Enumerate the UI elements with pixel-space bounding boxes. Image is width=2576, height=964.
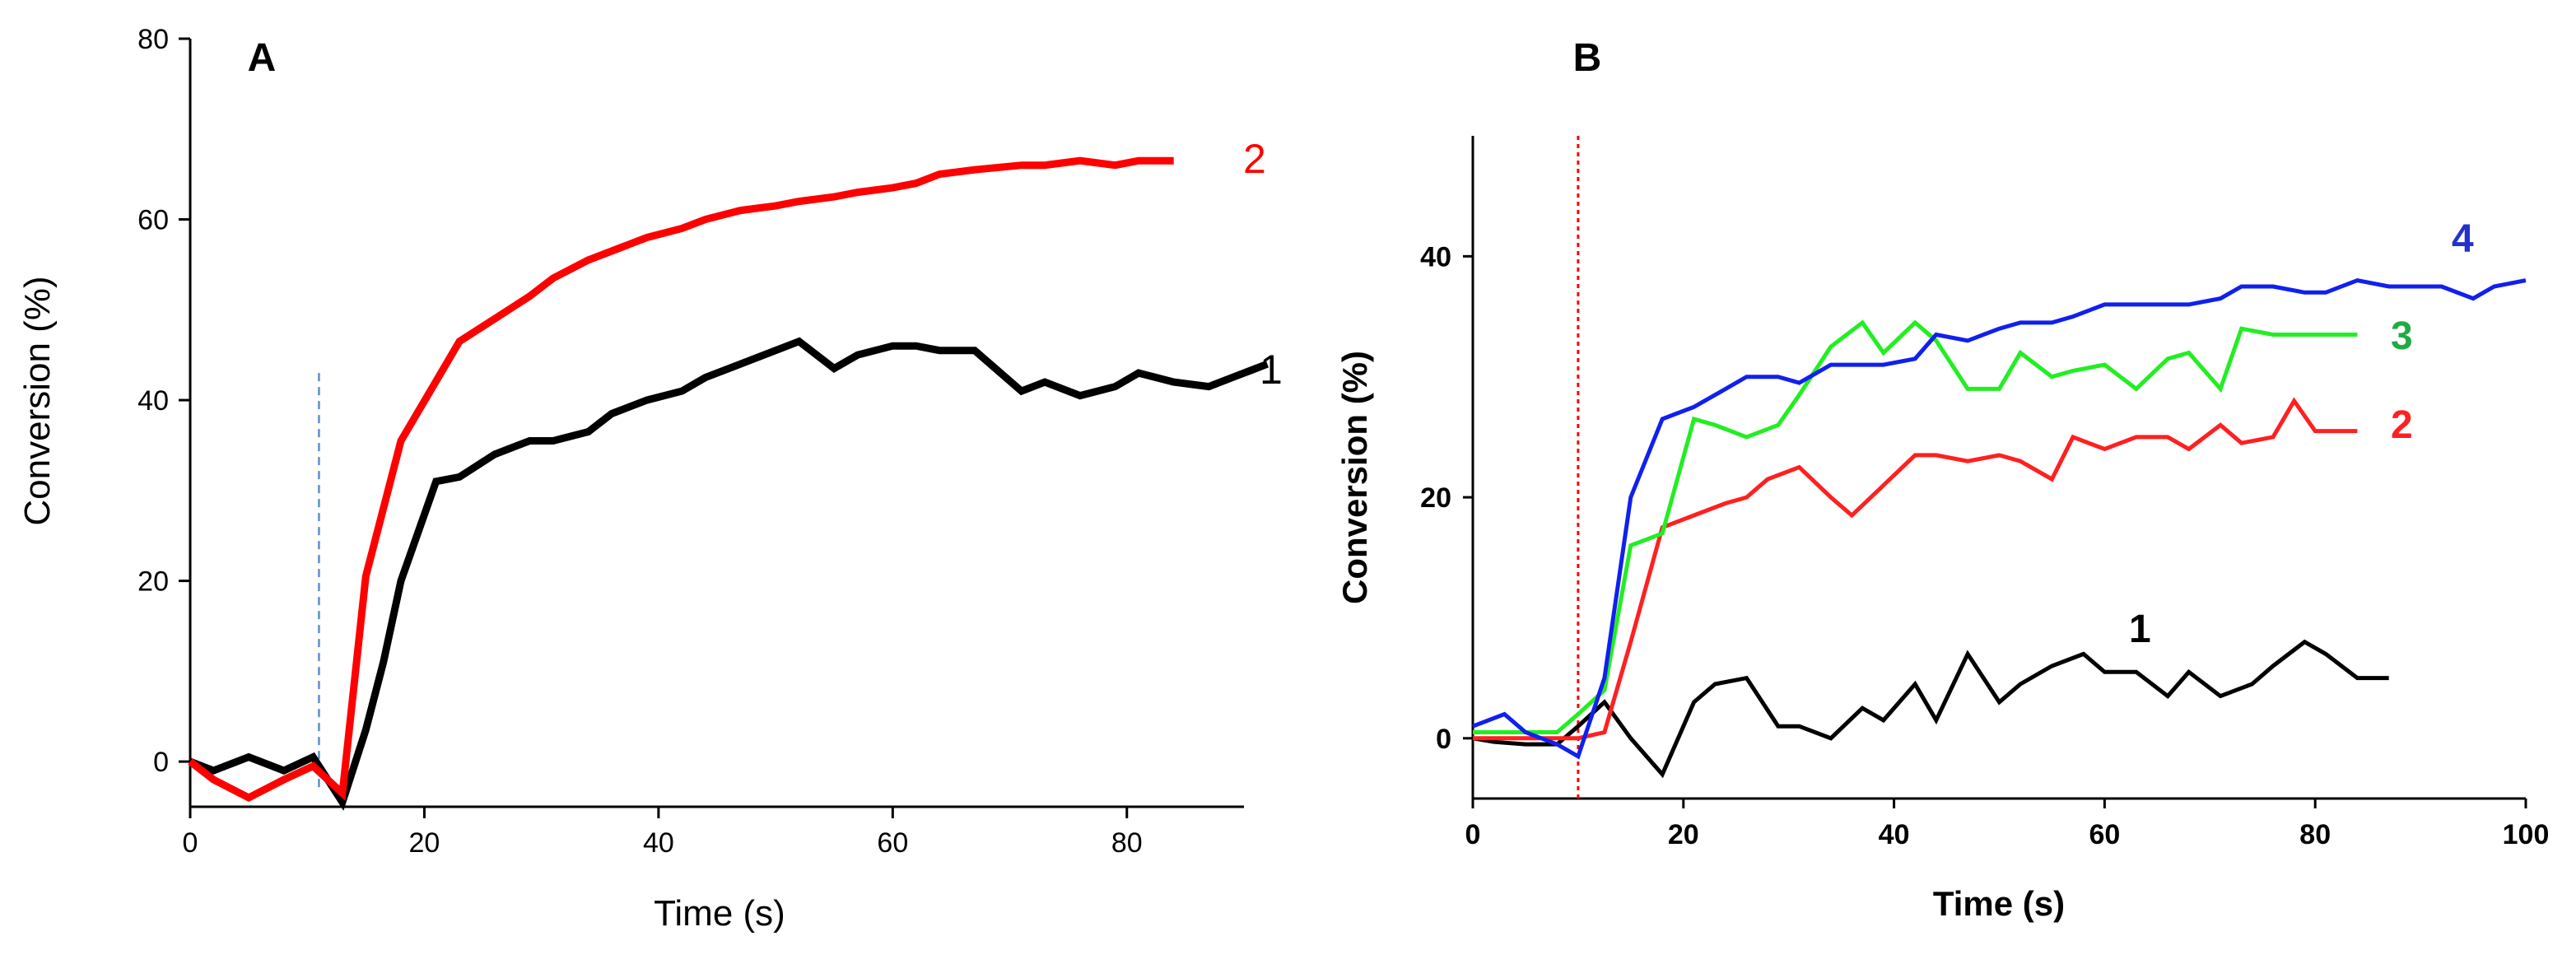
y-axis-title: Conversion (%) <box>1335 351 1374 604</box>
x-tick-label: 20 <box>1668 819 1699 850</box>
y-tick-label: 40 <box>1420 241 1451 272</box>
panel-B: 0 20 40 60 80 100 0 20 40 Time (s) Conversion (%) B… <box>1335 36 2549 923</box>
series-3-label: 3 <box>2391 314 2413 358</box>
x-axis-title: Time (s) <box>654 893 785 934</box>
series-1-line <box>1472 639 2389 779</box>
series-2-label: 2 <box>2391 403 2413 447</box>
panel-letter: B <box>1573 36 1602 80</box>
series-4-line <box>1472 278 2527 760</box>
y-tick-label: 80 <box>137 24 169 55</box>
series-4-label: 4 <box>2452 217 2474 261</box>
x-tick-label: 20 <box>409 827 440 859</box>
x-tick-label: 100 <box>2503 819 2550 850</box>
series-3-line <box>1473 319 2358 734</box>
y-tick-label: 0 <box>1436 724 1451 755</box>
y-tick-label: 20 <box>1420 482 1451 514</box>
x-tick-label: 0 <box>1465 819 1481 850</box>
series-1-line <box>189 337 1269 811</box>
y-tick-label: 40 <box>137 385 169 417</box>
y-axis-title: Conversion (%) <box>17 276 58 525</box>
x-tick-label: 80 <box>2299 819 2331 850</box>
x-tick-label: 60 <box>877 827 908 859</box>
y-tick-label: 20 <box>137 566 169 598</box>
series-1-label: 1 <box>1260 347 1283 393</box>
x-tick-label: 40 <box>1879 819 1910 850</box>
series-2-label: 2 <box>1243 136 1266 182</box>
x-tick-label: 80 <box>1111 827 1143 859</box>
series-1-label: 1 <box>2129 608 2151 651</box>
y-tick-label: 60 <box>137 205 169 236</box>
panel-letter: A <box>248 36 277 80</box>
x-tick-label: 60 <box>2089 819 2120 850</box>
x-axis-title: Time (s) <box>1933 884 2065 923</box>
series-2-line <box>188 156 1174 803</box>
series-2-line <box>1473 397 2358 741</box>
x-tick-label: 0 <box>183 827 198 859</box>
panel-A: 0 20 40 60 80 0 20 40 60 80 Time (s) Conversion (%)… <box>17 24 1283 934</box>
y-tick-label: 0 <box>153 747 169 778</box>
x-tick-label: 40 <box>643 827 674 859</box>
